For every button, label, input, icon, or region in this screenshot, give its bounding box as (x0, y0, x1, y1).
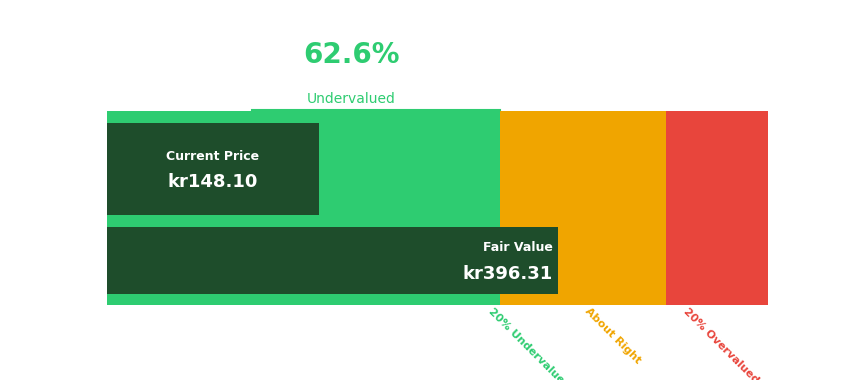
Text: Fair Value: Fair Value (482, 241, 552, 254)
Bar (557, 111, 665, 123)
Bar (665, 215, 767, 227)
Bar (106, 111, 499, 123)
Bar (557, 227, 665, 294)
Bar (106, 227, 499, 294)
Bar (106, 227, 557, 294)
Bar (106, 294, 499, 304)
Bar (499, 111, 557, 123)
Text: 20% Overvalued: 20% Overvalued (681, 306, 760, 380)
Bar (106, 123, 320, 215)
Text: kr148.10: kr148.10 (168, 173, 258, 192)
Bar (557, 294, 665, 304)
Bar (557, 215, 665, 227)
Bar (499, 215, 557, 227)
Text: 62.6%: 62.6% (302, 41, 399, 69)
Text: Current Price: Current Price (166, 150, 259, 163)
Bar (499, 294, 557, 304)
Text: About Right: About Right (582, 306, 642, 366)
Text: kr396.31: kr396.31 (462, 265, 552, 283)
Bar (665, 111, 767, 123)
Bar (557, 123, 665, 215)
Bar (499, 123, 557, 215)
Bar (665, 227, 767, 294)
Bar (665, 294, 767, 304)
Bar (665, 123, 767, 215)
Bar (106, 215, 499, 227)
Bar (499, 227, 557, 294)
Text: Undervalued: Undervalued (307, 92, 395, 106)
Text: 20% Undervalued: 20% Undervalued (486, 306, 571, 380)
Bar (106, 123, 499, 215)
